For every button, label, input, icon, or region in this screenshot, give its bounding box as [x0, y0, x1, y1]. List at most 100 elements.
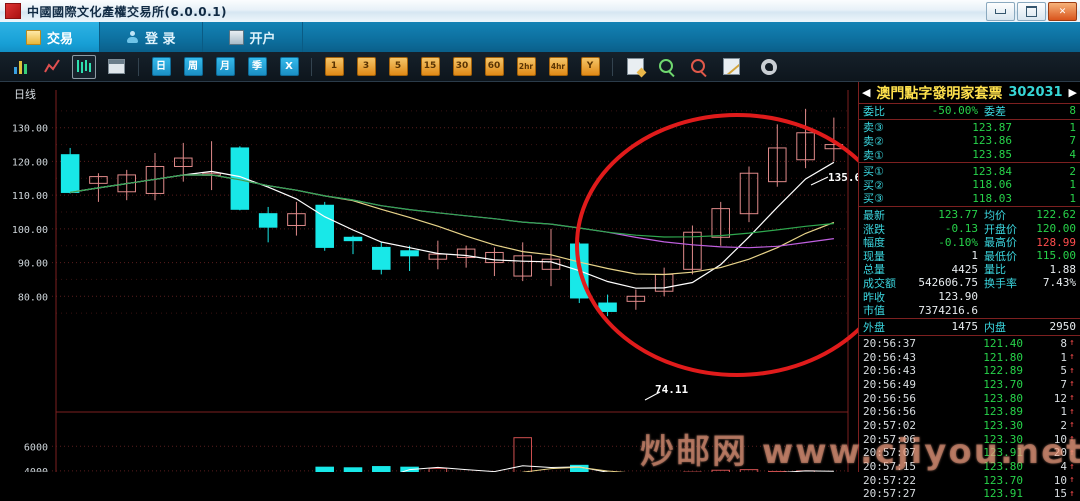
period-month-button[interactable]: 月	[213, 55, 237, 79]
stat-label-2: 开盘价	[984, 222, 1017, 236]
tick-volume: 7	[1060, 377, 1067, 391]
maximize-icon	[1026, 6, 1037, 17]
zoom-out-icon[interactable]	[687, 55, 711, 79]
period-4hr-label: 4hr	[548, 57, 568, 76]
drawing-tool-icon[interactable]	[719, 55, 743, 79]
toolbar-divider-2	[311, 57, 312, 76]
tick-list[interactable]: 20:56:37 121.40 8 ↑ 20:56:43 121.80 1 ↑ 20:56:43…	[859, 337, 1080, 501]
bid-2-qty: 1	[1069, 178, 1076, 192]
ask-3-price: 123.87	[972, 120, 1012, 134]
quote-header: ◀ 澳門點字發明家套票 302031 ▶	[859, 82, 1080, 104]
tick-direction-icon: ↑	[1069, 393, 1075, 404]
main-nav: 交易 登 录 开户	[0, 22, 1080, 53]
period-quarter-label: 季	[247, 57, 267, 76]
tick-time: 20:56:49	[863, 377, 916, 391]
tick-time: 20:56:37	[863, 336, 916, 350]
tab-open-account[interactable]: 开户	[203, 22, 303, 52]
period-quarter-button[interactable]: 季	[245, 55, 269, 79]
outer-volume-value: 1475	[951, 320, 979, 334]
period-5min-button[interactable]: 5	[386, 55, 410, 79]
tick-time: 20:56:56	[863, 391, 916, 405]
stat-label: 涨跌	[863, 222, 885, 236]
next-stock-icon[interactable]: ▶	[1068, 86, 1077, 99]
ask-1-price: 123.85	[972, 148, 1012, 162]
candlestick-icon[interactable]	[72, 54, 96, 79]
tick-row[interactable]: 20:57:06 123.30 10 ↑	[859, 432, 1080, 446]
period-60min-button[interactable]: 60	[482, 55, 506, 79]
tick-time: 20:57:22	[863, 473, 916, 487]
ask-row-3[interactable]: 卖③ 123.87 1	[859, 121, 1080, 135]
period-custom-button[interactable]: X	[277, 55, 301, 79]
period-2hr-button[interactable]: 2hr	[514, 55, 538, 79]
tick-direction-icon: ↑	[1069, 352, 1075, 363]
chart-area[interactable]: 130.00 120.00 110.00 100.00 90.00 80.00 6000 40…	[0, 82, 858, 472]
tick-direction-icon: ↑	[1069, 488, 1075, 499]
ratio-label: 委比	[863, 104, 885, 118]
bid-1-qty: 2	[1069, 164, 1076, 178]
ask-row-1[interactable]: 卖① 123.85 4	[859, 148, 1080, 162]
period-30min-button[interactable]: 30	[450, 55, 474, 79]
divider-5	[859, 334, 1080, 336]
edit-note-icon[interactable]	[623, 55, 647, 79]
tick-row[interactable]: 20:57:22 123.70 10 ↑	[859, 473, 1080, 487]
period-4hr-button[interactable]: 4hr	[546, 55, 570, 79]
tab-login[interactable]: 登 录	[100, 22, 203, 52]
settings-gear-icon[interactable]	[757, 55, 781, 79]
candlestick-chart: 130.00 120.00 110.00 100.00 90.00 80.00 6000 40…	[12, 90, 858, 472]
bid-row-3[interactable]: 买③ 118.03 1	[859, 192, 1080, 206]
period-3min-button[interactable]: 3	[354, 55, 378, 79]
close-button[interactable]: ✕	[1048, 2, 1077, 21]
tick-row[interactable]: 20:56:37 121.40 8 ↑	[859, 337, 1080, 351]
period-day-button[interactable]: 日	[149, 55, 173, 79]
stat-value-2: 7.43%	[1042, 276, 1076, 290]
inner-volume-value: 2950	[1049, 320, 1077, 334]
tick-row[interactable]: 20:57:07 123.91 20 ↑	[859, 446, 1080, 460]
ask-row-2[interactable]: 卖② 123.86 7	[859, 134, 1080, 148]
period-week-label: 周	[183, 57, 203, 76]
tick-price: 123.30	[983, 418, 1023, 432]
tick-row[interactable]: 20:56:43 121.80 1 ↑	[859, 350, 1080, 364]
tick-time: 20:57:02	[863, 418, 916, 432]
minimize-button[interactable]	[986, 2, 1015, 21]
tab-trade[interactable]: 交易	[0, 22, 101, 52]
line-chart-icon[interactable]	[40, 55, 64, 79]
bid-row-2[interactable]: 买② 118.06 1	[859, 178, 1080, 192]
stat-value: 1	[971, 249, 978, 263]
tick-row[interactable]: 20:57:02 123.30 2 ↑	[859, 419, 1080, 433]
period-15min-label: 15	[420, 57, 440, 76]
maximize-button[interactable]	[1017, 2, 1046, 21]
tick-row[interactable]: 20:57:27 123.91 15 ↑	[859, 487, 1080, 501]
svg-text:6000: 6000	[24, 442, 48, 453]
bid-row-1[interactable]: 买① 123.84 2	[859, 164, 1080, 179]
bar-chart-icon[interactable]	[8, 55, 32, 79]
outer-volume-label: 外盘	[863, 320, 885, 334]
period-year-button[interactable]: Y	[578, 55, 602, 79]
tick-row[interactable]: 20:56:43 122.89 5 ↑	[859, 364, 1080, 378]
tick-price: 123.89	[983, 405, 1023, 419]
stat-value-2: 128.99	[1036, 235, 1076, 249]
quote-panel: ◀ 澳門點字發明家套票 302031 ▶ 委比 -50.00% 委差 8 卖③ …	[858, 82, 1080, 500]
tick-price: 123.91	[983, 446, 1023, 460]
zoom-in-icon[interactable]	[655, 55, 679, 79]
period-1min-button[interactable]: 1	[322, 55, 346, 79]
period-3min-label: 3	[356, 57, 376, 76]
divider	[859, 118, 1080, 120]
period-15min-button[interactable]: 15	[418, 55, 442, 79]
period-5min-label: 5	[388, 57, 408, 76]
prev-stock-icon[interactable]: ◀	[862, 86, 871, 99]
stat-label: 现量	[863, 249, 885, 263]
tick-row[interactable]: 20:56:56 123.89 1 ↑	[859, 405, 1080, 419]
period-week-button[interactable]: 周	[181, 55, 205, 79]
stat-label: 昨收	[863, 290, 885, 304]
tick-time: 20:57:07	[863, 446, 916, 460]
tick-row[interactable]: 20:56:56 123.80 12 ↑	[859, 391, 1080, 405]
tick-row[interactable]: 20:57:15 123.80 4 ↑	[859, 460, 1080, 474]
bid-2-label: 买②	[863, 178, 884, 192]
svg-text:110.00: 110.00	[12, 191, 48, 202]
stat-row: 幅度 -0.10% 最高价 128.99	[859, 235, 1080, 250]
tick-time: 20:57:06	[863, 432, 916, 446]
calendar-icon[interactable]	[104, 55, 128, 79]
tick-direction-icon: ↑	[1069, 447, 1075, 458]
tick-row[interactable]: 20:56:49 123.70 7 ↑	[859, 378, 1080, 392]
tick-price: 123.70	[983, 473, 1023, 487]
